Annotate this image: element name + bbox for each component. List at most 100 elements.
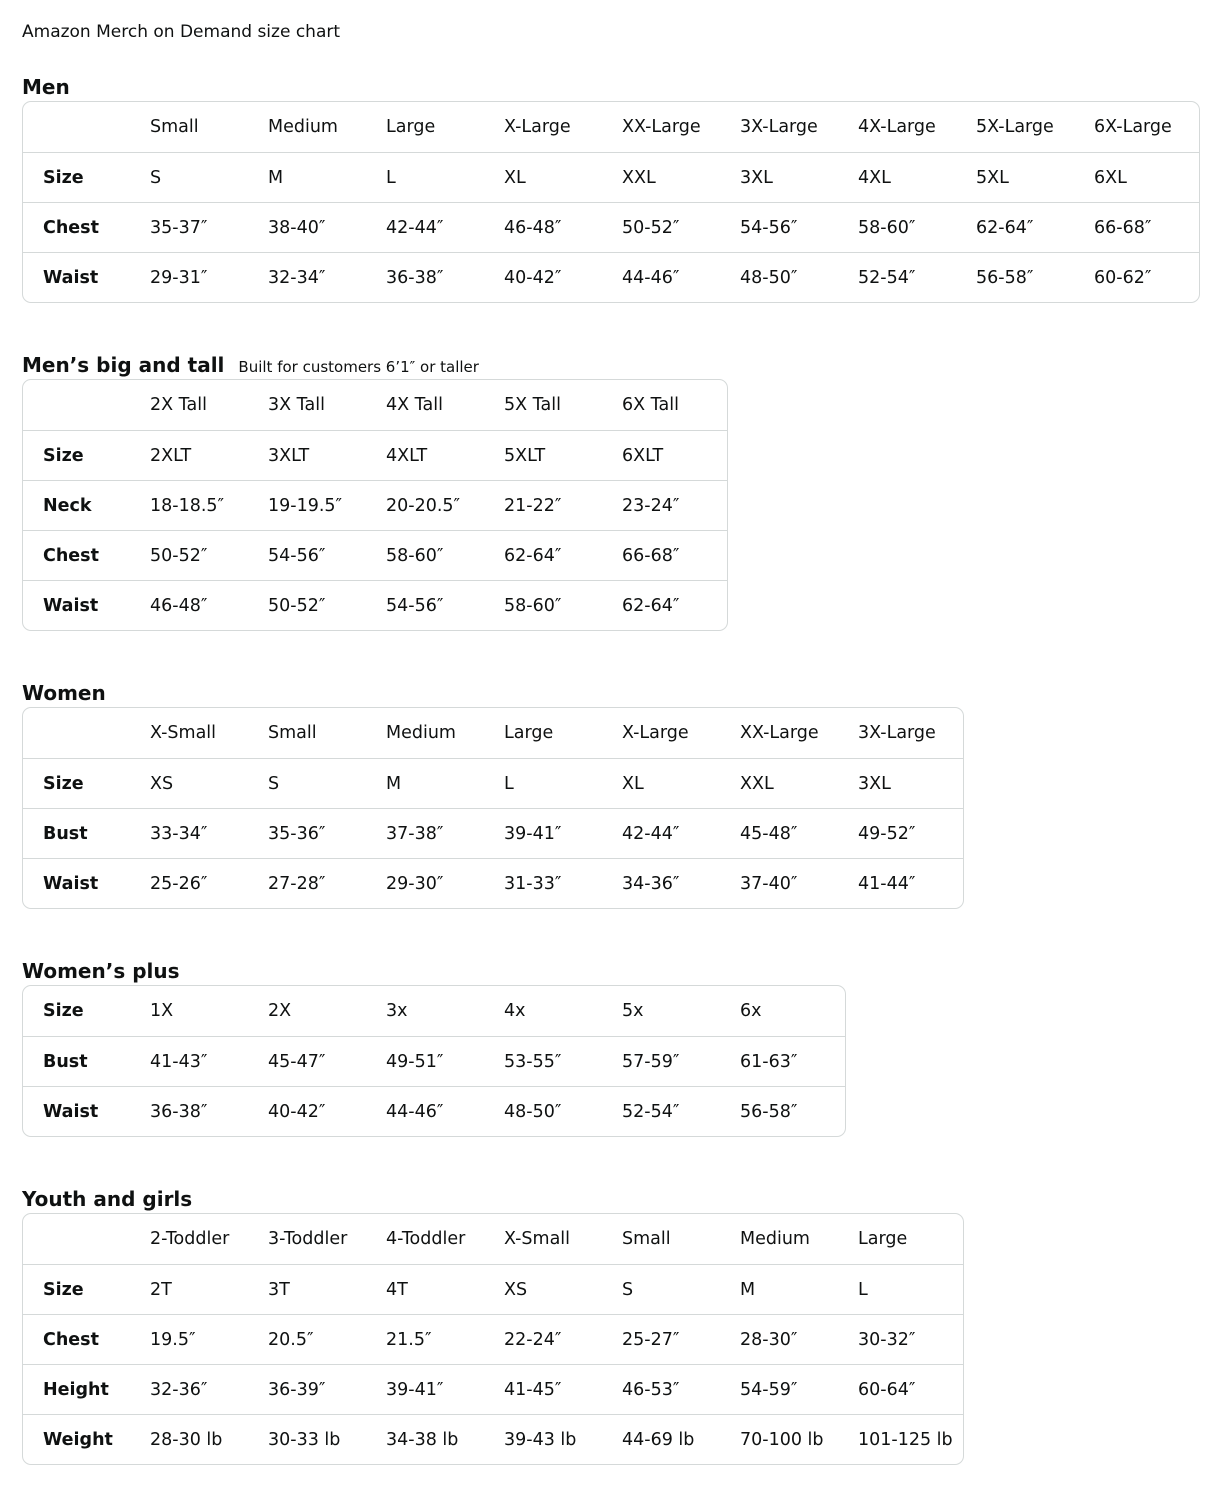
column-header: X-Large xyxy=(504,117,571,137)
column-header: Small xyxy=(268,723,317,743)
section-heading: Women xyxy=(22,681,106,705)
row-label: Waist xyxy=(43,267,99,288)
section-subheading: Built for customers 6’1″ or taller xyxy=(238,358,479,376)
table-row: Size 2T 3T 4T XS S M L xyxy=(23,1264,963,1314)
table-cell: 30-32″ xyxy=(858,1329,916,1350)
table-cell: 25-26″ xyxy=(150,873,208,894)
table-cell: 42-44″ xyxy=(386,217,444,238)
table-row: Neck 18-18.5″ 19-19.5″ 20-20.5″ 21-22″ 23-24″ xyxy=(23,480,727,530)
table-cell: 70-100 lb xyxy=(740,1429,824,1450)
table-cell: 21.5″ xyxy=(386,1329,432,1350)
table-row: Size 1X 2X 3x 4x 5x 6x xyxy=(23,986,845,1036)
table-cell: 3T xyxy=(268,1279,290,1300)
table-cell: 39-41″ xyxy=(504,823,562,844)
table-cell: 56-58″ xyxy=(976,267,1034,288)
table-cell: 5XL xyxy=(976,167,1009,188)
table-cell: L xyxy=(858,1279,868,1300)
section-header: Women xyxy=(22,680,964,707)
section-heading: Men xyxy=(22,75,70,99)
table-cell: 50-52″ xyxy=(622,217,680,238)
table-cell: XXL xyxy=(622,167,656,188)
table-cell: 53-55″ xyxy=(504,1051,562,1072)
table-cell: XL xyxy=(622,773,644,794)
column-header: Small xyxy=(150,117,199,137)
table-row: Chest 19.5″ 20.5″ 21.5″ 22-24″ 25-27″ 28-30″ 30… xyxy=(23,1314,963,1364)
table-row: Size 2XLT 3XLT 4XLT 5XLT 6XLT xyxy=(23,430,727,480)
column-header: 4X-Large xyxy=(858,117,936,137)
table-cell: 44-69 lb xyxy=(622,1429,695,1450)
table-cell: 2T xyxy=(150,1279,172,1300)
table-cell: 42-44″ xyxy=(622,823,680,844)
table-cell: 30-33 lb xyxy=(268,1429,341,1450)
section-header: Men’s big and tall Built for customers 6’… xyxy=(22,352,728,379)
table-row: Bust 41-43″ 45-47″ 49-51″ 53-55″ 57-59″ 61-63″ xyxy=(23,1036,845,1086)
table-cell: 41-43″ xyxy=(150,1051,208,1072)
table-cell: 54-56″ xyxy=(740,217,798,238)
table-cell: 44-46″ xyxy=(622,267,680,288)
column-header: XX-Large xyxy=(740,723,819,743)
section-youth-and-girls: Youth and girls 2-Toddler 3-Toddler 4-Toddl… xyxy=(22,1186,964,1465)
table-cell: 40-42″ xyxy=(504,267,562,288)
column-header: Small xyxy=(622,1229,671,1249)
table-cell: 49-51″ xyxy=(386,1051,444,1072)
table-cell: 52-54″ xyxy=(622,1101,680,1122)
table-row: Height 32-36″ 36-39″ 39-41″ 41-45″ 46-53″ 54-5… xyxy=(23,1364,963,1414)
table-cell: 34-38 lb xyxy=(386,1429,459,1450)
header-row: X-Small Small Medium Large X-Large XX-Large 3X… xyxy=(23,708,963,758)
table-cell: 62-64″ xyxy=(504,545,562,566)
table-cell: 46-48″ xyxy=(504,217,562,238)
column-header: XX-Large xyxy=(622,117,701,137)
table-cell: 44-46″ xyxy=(386,1101,444,1122)
table-cell: 4x xyxy=(504,1001,526,1021)
row-label: Waist xyxy=(43,1101,99,1122)
header-row: 2X Tall 3X Tall 4X Tall 5X Tall 6X Tall xyxy=(23,380,727,430)
row-label: Bust xyxy=(43,823,88,844)
table-cell: 29-31″ xyxy=(150,267,208,288)
table-cell: 37-38″ xyxy=(386,823,444,844)
table-cell: 40-42″ xyxy=(268,1101,326,1122)
table-cell: 46-53″ xyxy=(622,1379,680,1400)
table-row: Bust 33-34″ 35-36″ 37-38″ 39-41″ 42-44″ 45-48″… xyxy=(23,808,963,858)
table-cell: 45-48″ xyxy=(740,823,798,844)
column-header: X-Small xyxy=(504,1229,571,1249)
table-row: Size S M L XL XXL 3XL 4XL 5XL 6XL xyxy=(23,152,1199,202)
table-cell: 2XLT xyxy=(150,445,192,466)
row-label: Height xyxy=(43,1379,109,1400)
table-row: Weight 28-30 lb 30-33 lb 34-38 lb 39-43 lb 44… xyxy=(23,1414,963,1464)
table-cell: 3XLT xyxy=(268,445,310,466)
table-cell: 3XL xyxy=(740,167,773,188)
table-cell: S xyxy=(268,773,280,794)
table-cell: 6x xyxy=(740,1001,762,1021)
row-label: Neck xyxy=(43,495,92,516)
column-header: 2X Tall xyxy=(150,395,207,415)
table-cell: 37-40″ xyxy=(740,873,798,894)
table-cell: 48-50″ xyxy=(740,267,798,288)
table-cell: 58-60″ xyxy=(504,595,562,616)
table-cell: 56-58″ xyxy=(740,1101,798,1122)
table-cell: 61-63″ xyxy=(740,1051,798,1072)
table-row: Waist 25-26″ 27-28″ 29-30″ 31-33″ 34-36″ 37-40… xyxy=(23,858,963,908)
column-header: 3X-Large xyxy=(740,117,818,137)
section-women: Women X-Small Small Medium Large X-Large XX-La… xyxy=(22,680,964,909)
column-header: 4-Toddler xyxy=(386,1229,466,1249)
column-header: 3-Toddler xyxy=(268,1229,348,1249)
table-cell: 46-48″ xyxy=(150,595,208,616)
section-header: Youth and girls xyxy=(22,1186,964,1213)
section-header: Women’s plus xyxy=(22,958,846,985)
table-cell: 22-24″ xyxy=(504,1329,562,1350)
table-cell: 45-47″ xyxy=(268,1051,326,1072)
table-cell: 33-34″ xyxy=(150,823,208,844)
table-cell: 29-30″ xyxy=(386,873,444,894)
column-header: Large xyxy=(504,723,554,743)
size-table: 2X Tall 3X Tall 4X Tall 5X Tall 6X Tall Size 2… xyxy=(22,379,728,631)
table-row: Waist 29-31″ 32-34″ 36-38″ 40-42″ 44-46″ 48-50… xyxy=(23,252,1199,302)
table-cell: 32-36″ xyxy=(150,1379,208,1400)
section-men-s-big-and-tall: Men’s big and tall Built for customers 6’… xyxy=(22,352,728,631)
table-cell: 36-39″ xyxy=(268,1379,326,1400)
section-heading: Men’s big and tall xyxy=(22,353,225,377)
table-cell: 4T xyxy=(386,1279,408,1300)
table-cell: 31-33″ xyxy=(504,873,562,894)
table-cell: 52-54″ xyxy=(858,267,916,288)
table-cell: 60-64″ xyxy=(858,1379,916,1400)
table-cell: L xyxy=(504,773,514,794)
